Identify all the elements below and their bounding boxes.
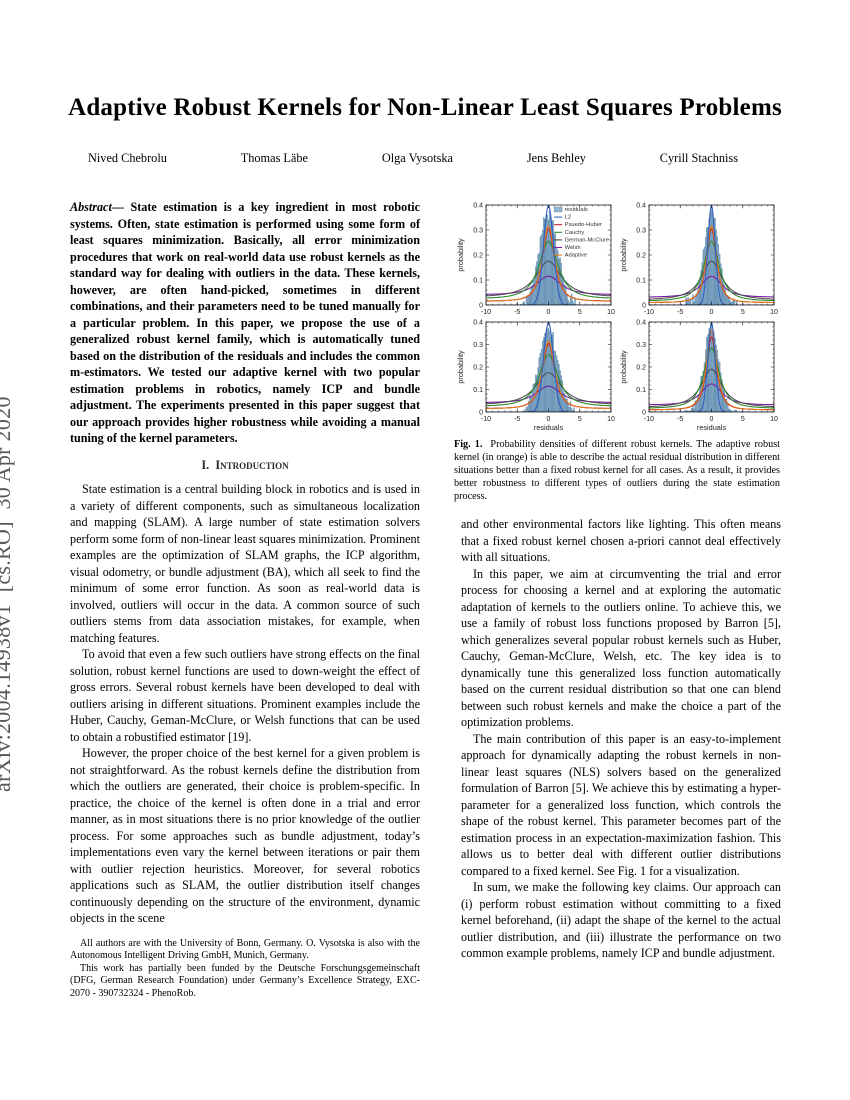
- svg-text:0.1: 0.1: [636, 278, 646, 285]
- svg-text:5: 5: [578, 416, 582, 423]
- svg-text:0.4: 0.4: [473, 203, 483, 210]
- svg-text:residuals: residuals: [565, 207, 588, 213]
- svg-text:0.2: 0.2: [473, 253, 483, 260]
- svg-text:10: 10: [770, 416, 778, 423]
- svg-text:German-McClure: German-McClure: [565, 237, 609, 243]
- svg-text:probability: probability: [456, 238, 465, 272]
- svg-text:Adaptive: Adaptive: [565, 253, 588, 259]
- svg-text:0.2: 0.2: [473, 365, 483, 372]
- svg-text:Cauchy: Cauchy: [565, 230, 585, 236]
- svg-text:0.1: 0.1: [636, 387, 646, 394]
- svg-text:0.4: 0.4: [473, 320, 483, 327]
- svg-text:0: 0: [479, 410, 483, 417]
- svg-text:0.2: 0.2: [636, 253, 646, 260]
- svg-text:probability: probability: [619, 238, 628, 272]
- svg-text:0.3: 0.3: [473, 342, 483, 349]
- svg-text:0: 0: [479, 303, 483, 310]
- svg-text:0: 0: [547, 416, 551, 423]
- svg-text:probability: probability: [456, 350, 465, 384]
- svg-text:Welsh: Welsh: [565, 245, 581, 251]
- svg-text:0.4: 0.4: [636, 320, 646, 327]
- svg-text:0.3: 0.3: [636, 342, 646, 349]
- svg-text:0.3: 0.3: [473, 228, 483, 235]
- svg-text:-10: -10: [481, 416, 491, 423]
- svg-text:0.4: 0.4: [636, 203, 646, 210]
- svg-text:-5: -5: [677, 416, 683, 423]
- svg-text:0.1: 0.1: [473, 387, 483, 394]
- svg-text:residuals: residuals: [534, 423, 564, 432]
- svg-text:residuals: residuals: [697, 423, 727, 432]
- svg-text:5: 5: [741, 416, 745, 423]
- svg-text:0.3: 0.3: [636, 228, 646, 235]
- svg-text:0.1: 0.1: [473, 278, 483, 285]
- svg-text:probability: probability: [619, 350, 628, 384]
- svg-text:0: 0: [710, 416, 714, 423]
- svg-text:0: 0: [642, 303, 646, 310]
- svg-text:Psuedo-Huber: Psuedo-Huber: [565, 222, 602, 228]
- svg-text:-10: -10: [644, 416, 654, 423]
- svg-text:L2: L2: [565, 215, 571, 221]
- svg-text:0.2: 0.2: [636, 365, 646, 372]
- svg-text:10: 10: [607, 416, 615, 423]
- svg-text:0: 0: [642, 410, 646, 417]
- svg-text:-5: -5: [514, 416, 520, 423]
